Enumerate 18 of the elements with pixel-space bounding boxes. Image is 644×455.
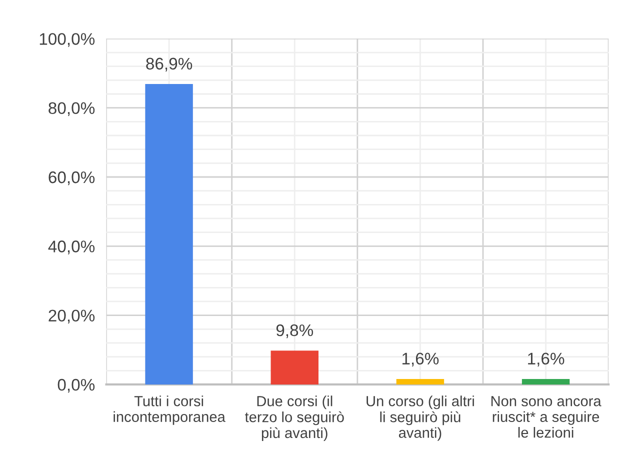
bar	[145, 84, 193, 384]
y-tick-label: 80,0%	[48, 102, 95, 116]
data-label: 86,9%	[146, 58, 192, 72]
y-tick-label: 60,0%	[48, 171, 95, 186]
bar	[396, 378, 444, 384]
bar	[270, 350, 318, 384]
x-tick-label: Non sono ancora riuscit* a seguire le lezioni	[491, 396, 602, 438]
data-label: 1,6%	[528, 352, 564, 367]
x-tick-label: Tutti i corsi incontemporanea	[114, 396, 226, 425]
y-tick-label: 100,0%	[40, 33, 95, 47]
y-tick-label: 20,0%	[48, 310, 95, 324]
x-tick-label: Due corsi (il terzo lo seguirò più avanti)	[245, 396, 344, 442]
x-tick-label: Un corso (gli altri li seguirò più avanti)	[366, 396, 474, 441]
bar	[522, 378, 570, 384]
y-tick-label: 40,0%	[48, 240, 95, 254]
y-tick-label: 0,0%	[58, 378, 95, 393]
data-label: 1,6%	[402, 352, 439, 367]
data-label: 9,8%	[276, 324, 314, 338]
